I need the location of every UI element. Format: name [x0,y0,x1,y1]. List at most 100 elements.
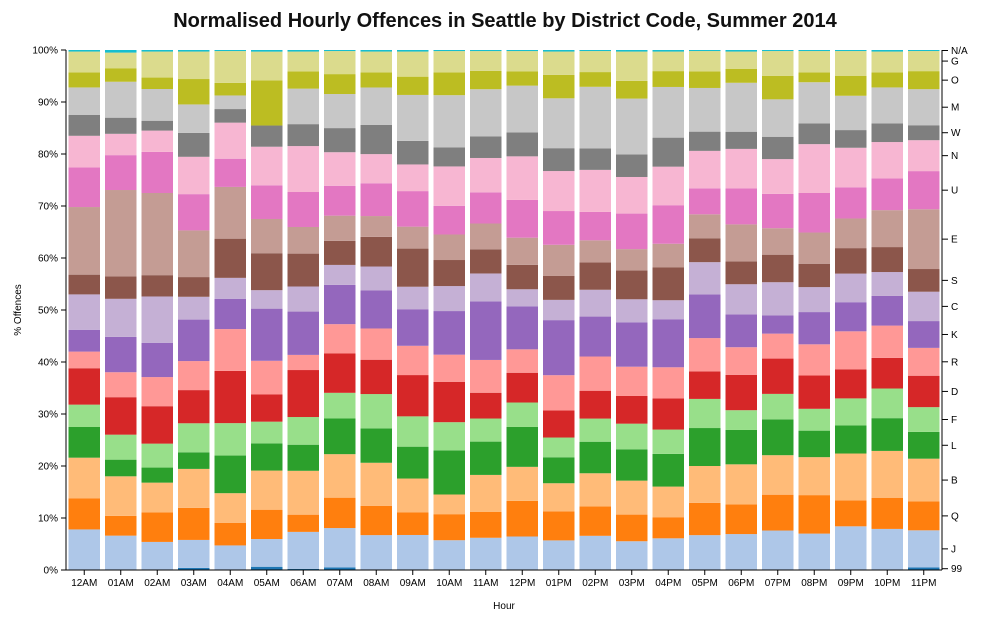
bar-segment [543,511,575,541]
bar-segment [324,454,356,498]
bar-segment [470,418,502,442]
bar-segment [178,79,210,105]
bar-segment [178,319,210,362]
bar-segment [433,234,465,261]
bar-segment [68,50,100,52]
bar-segment [324,284,356,325]
bar-segment [251,470,283,510]
bar-segment [105,190,137,277]
bar-segment [652,517,684,539]
x-axis: 12AM 01AM 02AM 03AM 04AM 05AM 06AM 07AM 08AM 09AM… [66,569,942,589]
bar-segment [762,51,794,76]
bar-segment [214,51,246,83]
bar-segment [397,375,429,417]
bar-segment [652,367,684,399]
bar-segment [141,296,173,343]
bar-segment [835,453,867,501]
bar-segment [360,50,392,52]
bar-segment [397,446,429,479]
x-tick-label: 07AM [327,578,353,589]
bar-segment [324,497,356,529]
bar-segment [105,117,137,134]
bar-segment [178,390,210,424]
bar-segment [470,359,502,393]
bar-segment [652,71,684,87]
bar-segment [579,289,611,317]
bar-segment [324,567,356,570]
bar-segment [616,366,648,396]
bar-segment [397,512,429,535]
bar-segment [506,349,538,373]
bar-segment [397,286,429,310]
y-axis: 0% 10% 20% 30% 40% 50% 60% 70% 80% 90% 100% [32,46,67,577]
y-tick-label: 0% [44,566,59,577]
bar-segment [689,371,721,399]
bar-segment [214,329,246,371]
bar-segment [506,306,538,350]
y-tick-label: 30% [38,410,58,421]
bar-segment [470,392,502,419]
bar-segment [798,312,830,345]
bar-segment [871,450,903,498]
bar-segment [287,444,319,471]
bar-segment [287,514,319,532]
bar-segment [214,277,246,299]
legend-label: S [951,276,958,287]
bar-segment [141,51,173,78]
bar-segment [798,232,830,264]
bar-segment [506,50,538,52]
bar-segment [251,539,283,567]
bar-segment [835,331,867,370]
bar-segment [397,164,429,192]
bar-segment [689,338,721,372]
x-tick-label: 03AM [181,578,207,589]
bar-segment [616,270,648,300]
bar-segment [652,267,684,301]
x-tick-label: 05AM [254,578,280,589]
bar-segment [105,434,137,460]
bar-segment [725,50,757,52]
bar-segment [397,345,429,376]
y-tick-label: 50% [38,306,58,317]
bar-segment [470,50,502,52]
bar-segment [360,216,392,237]
bar-segment [68,167,100,208]
bar-segment [579,51,611,73]
bar-segment [360,428,392,463]
bar-segment [433,166,465,206]
x-tick-label: 02PM [582,578,608,589]
bar-segment [871,247,903,273]
bar-segment [433,540,465,570]
bar-segment [324,128,356,153]
bar-segment [835,76,867,96]
bar-segment [105,52,137,69]
bar-segment [652,300,684,320]
bar-segment [470,89,502,137]
bar-segment [433,95,465,148]
bar-segment [616,322,648,367]
bar-segment [433,514,465,541]
bar-segment [506,536,538,570]
bar-segment [798,82,830,124]
bar-segment [871,178,903,211]
bar-segment [835,273,867,303]
bar-segment [798,193,830,233]
bar-segment [178,507,210,540]
bar-segment [433,450,465,495]
bar-segment [506,199,538,238]
legend-label: K [951,330,958,341]
bar-segment [579,50,611,52]
bar-segment [433,50,465,52]
bar-segment [397,248,429,287]
bar-segment [141,193,173,276]
bar-segment [689,214,721,239]
bar-segment [141,406,173,444]
bar-segment [141,120,173,131]
bar-segment [178,132,210,157]
bar-segment [689,188,721,215]
bar-segment [543,483,575,512]
bar-segment [397,50,429,52]
bar-segment [214,50,246,52]
bar-segment [506,51,538,72]
